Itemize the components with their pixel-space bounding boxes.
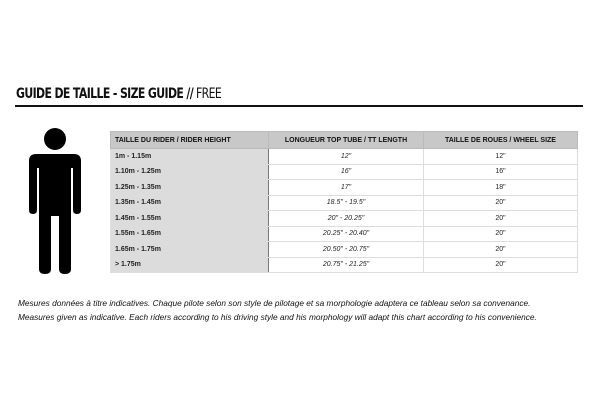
tt-length-cell: 20" - 20.25" <box>268 210 424 227</box>
wheel-size-cell: 20" <box>423 241 578 258</box>
rider-height-cell: 1.35m - 1.45m <box>110 194 269 211</box>
wheel-size-cell: 12" <box>423 148 578 165</box>
rider-height-cell: 1.65m - 1.75m <box>110 241 269 258</box>
tt-length-cell: 17" <box>268 179 424 196</box>
note-fr: Mesures données à titre indicatives. Cha… <box>18 298 531 308</box>
table-row: 1.35m - 1.45m 18.5" - 19.5" 20" <box>110 194 578 211</box>
wheel-size-cell: 18" <box>423 179 578 196</box>
column-header: TAILLE DE ROUES / WHEEL SIZE <box>423 131 578 149</box>
column-header: LONGUEUR TOP TUBE / TT LENGTH <box>268 131 424 149</box>
tt-length-cell: 12" <box>268 148 424 165</box>
rider-height-cell: 1.10m - 1.25m <box>110 163 269 180</box>
table-row: 1.55m - 1.65m 20.25" - 20.40" 20" <box>110 225 578 242</box>
tt-length-cell: 20.50" - 20.75" <box>268 241 424 258</box>
table-row: 1m - 1.15m 12" 12" <box>110 148 578 165</box>
person-icon <box>29 128 81 274</box>
column-header: TAILLE DU RIDER / RIDER HEIGHT <box>110 131 269 149</box>
wheel-size-cell: 20" <box>423 225 578 242</box>
note-en: Measures given as indicative. Each rider… <box>18 312 537 322</box>
tt-length-cell: 20.25" - 20.40" <box>268 225 424 242</box>
wheel-size-cell: 20" <box>423 194 578 211</box>
title-divider <box>15 105 583 107</box>
rider-height-cell: > 1.75m <box>110 256 269 273</box>
rider-height-cell: 1m - 1.15m <box>110 148 269 165</box>
table-row: 1.10m - 1.25m 16" 16" <box>110 163 578 180</box>
table-row: > 1.75m 20.75" - 21.25" 20" <box>110 256 578 273</box>
rider-height-cell: 1.25m - 1.35m <box>110 179 269 196</box>
tt-length-cell: 16" <box>268 163 424 180</box>
size-table: TAILLE DU RIDER / RIDER HEIGHT LONGUEUR T… <box>110 131 578 273</box>
tt-length-cell: 20.75" - 21.25" <box>268 256 424 273</box>
rider-height-cell: 1.55m - 1.65m <box>110 225 269 242</box>
table-row: 1.65m - 1.75m 20.50" - 20.75" 20" <box>110 241 578 258</box>
wheel-size-cell: 16" <box>423 163 578 180</box>
wheel-size-cell: 20" <box>423 256 578 273</box>
wheel-size-cell: 20" <box>423 210 578 227</box>
page-title: GUIDE DE TAILLE - SIZE GUIDE // FREE <box>16 86 222 102</box>
table-row: 1.25m - 1.35m 17" 18" <box>110 179 578 196</box>
tt-length-cell: 18.5" - 19.5" <box>268 194 424 211</box>
title-main: GUIDE DE TAILLE - SIZE GUIDE // <box>16 86 194 102</box>
rider-height-cell: 1.45m - 1.55m <box>110 210 269 227</box>
title-model: FREE <box>193 86 222 102</box>
table-row: 1.45m - 1.55m 20" - 20.25" 20" <box>110 210 578 227</box>
